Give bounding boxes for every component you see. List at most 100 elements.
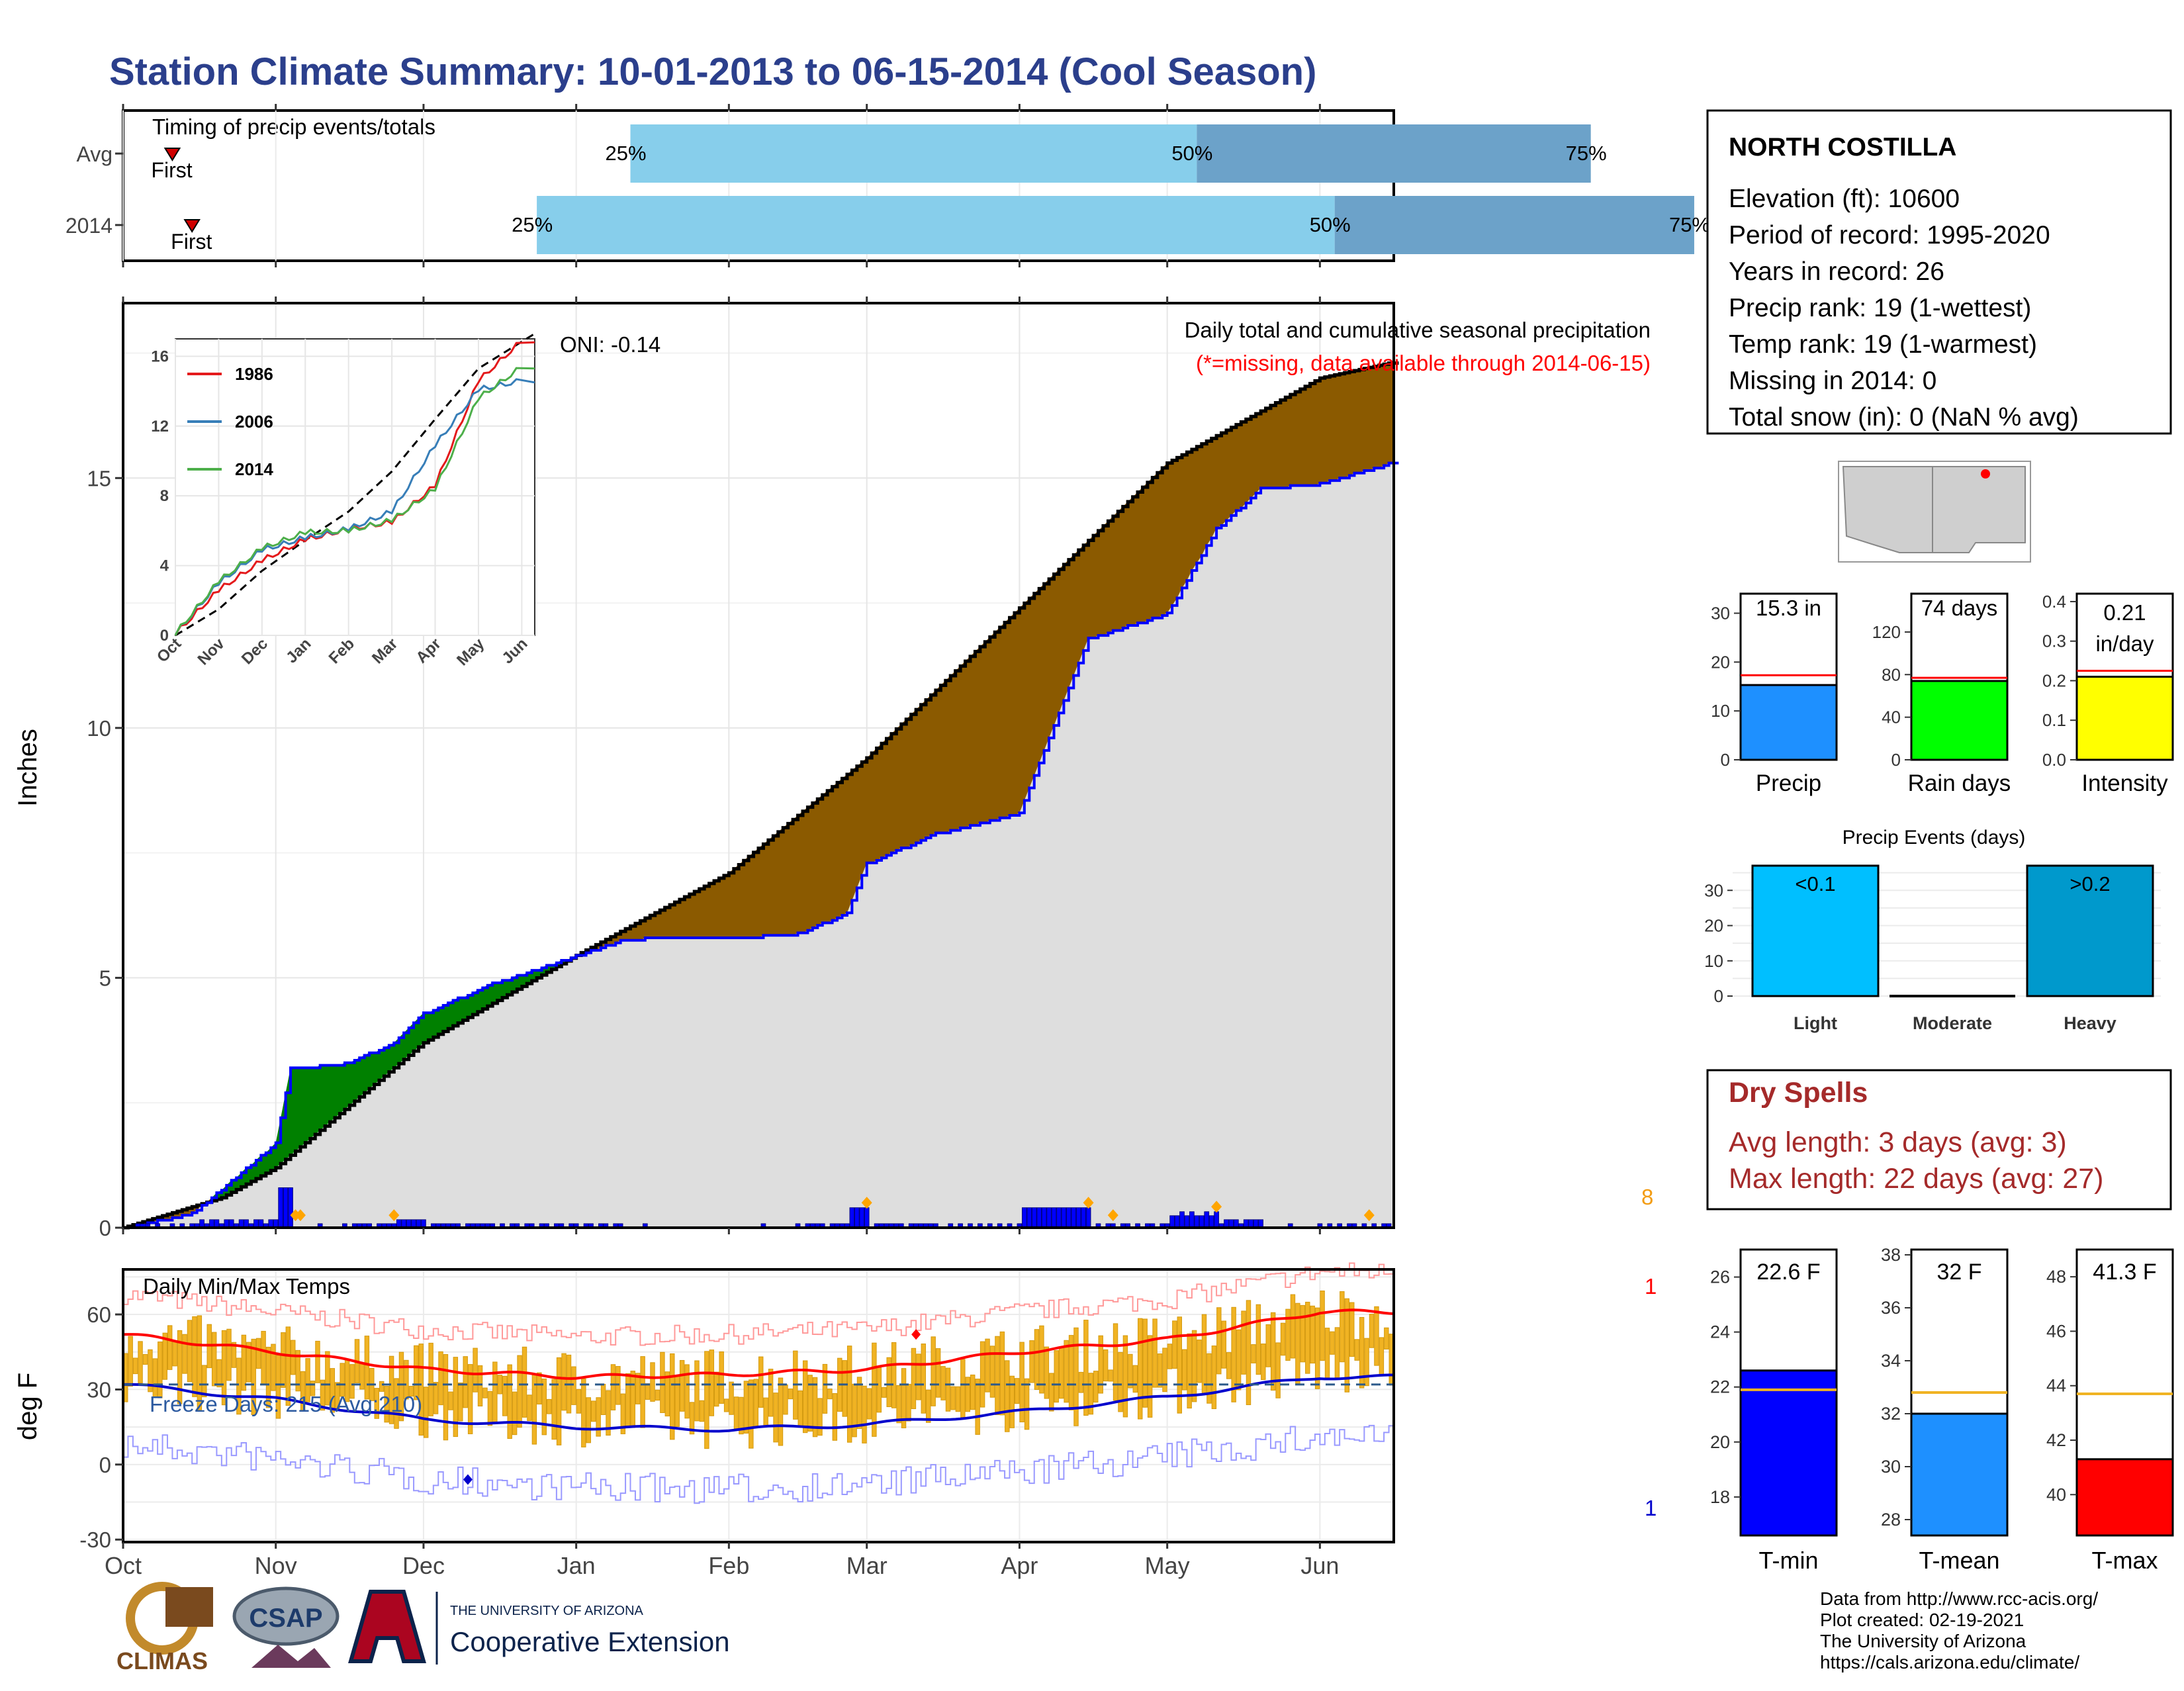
daily-precip-bar	[1026, 1207, 1032, 1228]
daily-temp-bar	[305, 1357, 310, 1402]
daily-temp-bar	[1044, 1346, 1050, 1399]
daily-temp-bar	[1029, 1340, 1034, 1383]
temp-bar-ytick-label: 38	[1881, 1245, 1901, 1265]
oni-label: ONI: -0.14	[560, 332, 660, 357]
daily-temp-bar	[911, 1348, 917, 1410]
daily-temp-bar	[783, 1384, 788, 1415]
daily-temp-bar	[1073, 1327, 1079, 1426]
daily-temp-bar	[1211, 1346, 1217, 1410]
temp-bar-value: 41.3 F	[2093, 1259, 2156, 1285]
daily-temp-bar	[128, 1336, 133, 1387]
average-max-line	[122, 1308, 1394, 1380]
temp-bar-label: T-mean	[1919, 1547, 1999, 1574]
temp-bar-ytick-label: 20	[1710, 1432, 1730, 1452]
daily-temp-bar	[965, 1377, 970, 1412]
summary-bar-value: 0.21	[2103, 600, 2146, 625]
daily-temp-bar	[856, 1377, 862, 1429]
daily-temp-bar	[310, 1381, 316, 1396]
precip-caption: Daily total and cumulative seasonal prec…	[1185, 318, 1651, 342]
temp-panel: Daily Min/Max Temps Freeze Days: 215 (Av…	[13, 1262, 1657, 1552]
timing-p25-label: 25%	[606, 142, 647, 165]
temp-bar-ytick-label: 48	[2046, 1267, 2066, 1287]
summary-bar-label: Rain days	[1908, 770, 2011, 796]
daily-temp-bar	[512, 1391, 518, 1436]
inset-legend-label: 2006	[235, 412, 273, 432]
daily-temp-bar	[551, 1379, 557, 1440]
inset-ytick-label: 12	[151, 418, 169, 435]
daily-temp-bar	[862, 1385, 867, 1443]
timing-p50-label: 50%	[1310, 213, 1351, 236]
climas-wordmark: CLIMAS	[116, 1647, 208, 1674]
daily-precip-bar	[1061, 1207, 1067, 1228]
daily-temp-bar	[1024, 1378, 1030, 1430]
daily-temp-bar	[571, 1366, 576, 1405]
daily-temp-bar	[285, 1326, 291, 1406]
ua-logo: THE UNIVERSITY OF ARIZONA Cooperative Ex…	[348, 1590, 730, 1665]
summary-bar	[1739, 684, 1838, 761]
daily-temp-bar	[561, 1353, 567, 1411]
daily-temp-bar	[295, 1349, 300, 1392]
daily-temp-bar	[576, 1389, 582, 1414]
daily-precip-bar	[859, 1207, 865, 1228]
daily-temp-bar	[192, 1316, 197, 1397]
daily-temp-bar	[211, 1332, 217, 1387]
record-high-marker	[911, 1329, 921, 1340]
temp-bar-ytick-label: 44	[2046, 1376, 2066, 1396]
temp-ytick-label: -30	[79, 1528, 111, 1552]
daily-temp-bar	[1172, 1320, 1177, 1369]
daily-temp-bar	[423, 1387, 429, 1438]
daily-temp-bar	[620, 1393, 626, 1434]
daily-temp-bar	[906, 1384, 911, 1422]
daily-temp-bar	[985, 1338, 990, 1393]
daily-temp-bar	[458, 1382, 463, 1422]
daily-temp-bar	[606, 1390, 611, 1436]
temp-bar	[1739, 1369, 1838, 1537]
daily-temp-bar	[989, 1346, 995, 1398]
daily-temp-bar	[349, 1364, 355, 1399]
month-label: Jun	[1300, 1552, 1339, 1579]
summary-ytick-label: 0	[1891, 750, 1901, 770]
daily-temp-bar	[340, 1363, 345, 1397]
daily-temp-bar	[1132, 1365, 1138, 1393]
precip-frame	[122, 302, 1395, 1229]
daily-temp-bar	[231, 1342, 237, 1368]
daily-temp-bar	[132, 1357, 138, 1375]
daily-temp-bar	[537, 1372, 542, 1405]
summary-bar	[2075, 676, 2174, 761]
month-label: Feb	[708, 1552, 749, 1579]
daily-temp-bar	[931, 1336, 936, 1406]
extreme-count: 8	[1641, 1185, 1653, 1209]
daily-temp-bar	[487, 1391, 493, 1426]
daily-temp-bar	[1128, 1353, 1133, 1389]
daily-temp-bar	[517, 1355, 522, 1428]
daily-precip-bar	[288, 1187, 293, 1228]
daily-temp-bar	[955, 1386, 961, 1412]
station-info-line: Total snow (in): 0 (NaN % avg)	[1729, 403, 2079, 432]
daily-temp-bar	[921, 1344, 927, 1414]
daily-temp-bar	[1098, 1335, 1103, 1394]
daily-temp-bar	[842, 1360, 847, 1417]
summary-bar-value: 74 days	[1921, 596, 1998, 620]
summary-ytick-label: 0.2	[2042, 670, 2066, 690]
daily-temp-bar	[773, 1393, 778, 1443]
daily-temp-bar	[817, 1398, 823, 1436]
map-arizona	[1842, 466, 1933, 553]
location-map	[1838, 461, 2031, 563]
summary-bar-value: 15.3 in	[1756, 596, 1821, 620]
timing-bar-late	[1197, 124, 1591, 183]
temp-bar-ytick-label: 28	[1881, 1510, 1901, 1530]
daily-precip-bar	[1066, 1207, 1071, 1228]
daily-precip-bar	[1179, 1211, 1185, 1228]
daily-temp-bar	[995, 1336, 1000, 1416]
daily-temp-bar	[408, 1386, 414, 1397]
daily-temp-bar	[1265, 1324, 1271, 1367]
average-min-line	[122, 1373, 1394, 1433]
daily-temp-bar	[709, 1349, 715, 1416]
daily-temp-bar	[970, 1374, 976, 1410]
daily-precip-bar	[1046, 1207, 1052, 1228]
daily-temp-bar	[255, 1338, 261, 1369]
daily-temp-bar	[182, 1334, 187, 1374]
extreme-precip-marker	[1363, 1209, 1375, 1222]
daily-temp-bar	[1049, 1373, 1054, 1412]
